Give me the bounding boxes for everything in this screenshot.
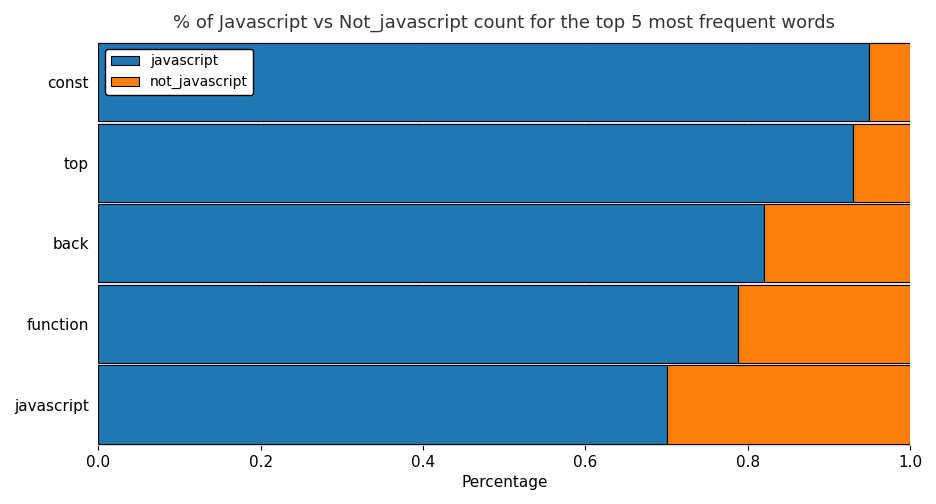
Bar [666,365,910,444]
Title: % of Javascript vs Not_javascript count for the top 5 most frequent words: % of Javascript vs Not_javascript count … [173,14,835,32]
Bar [738,285,910,363]
Bar [764,204,910,282]
Bar [854,123,910,202]
Bar [98,204,764,282]
Bar [98,285,738,363]
Bar [98,123,854,202]
Bar [98,365,666,444]
Legend: javascript, not_javascript: javascript, not_javascript [106,49,254,95]
Bar [870,43,910,121]
Bar [98,43,870,121]
X-axis label: Percentage: Percentage [461,475,548,490]
